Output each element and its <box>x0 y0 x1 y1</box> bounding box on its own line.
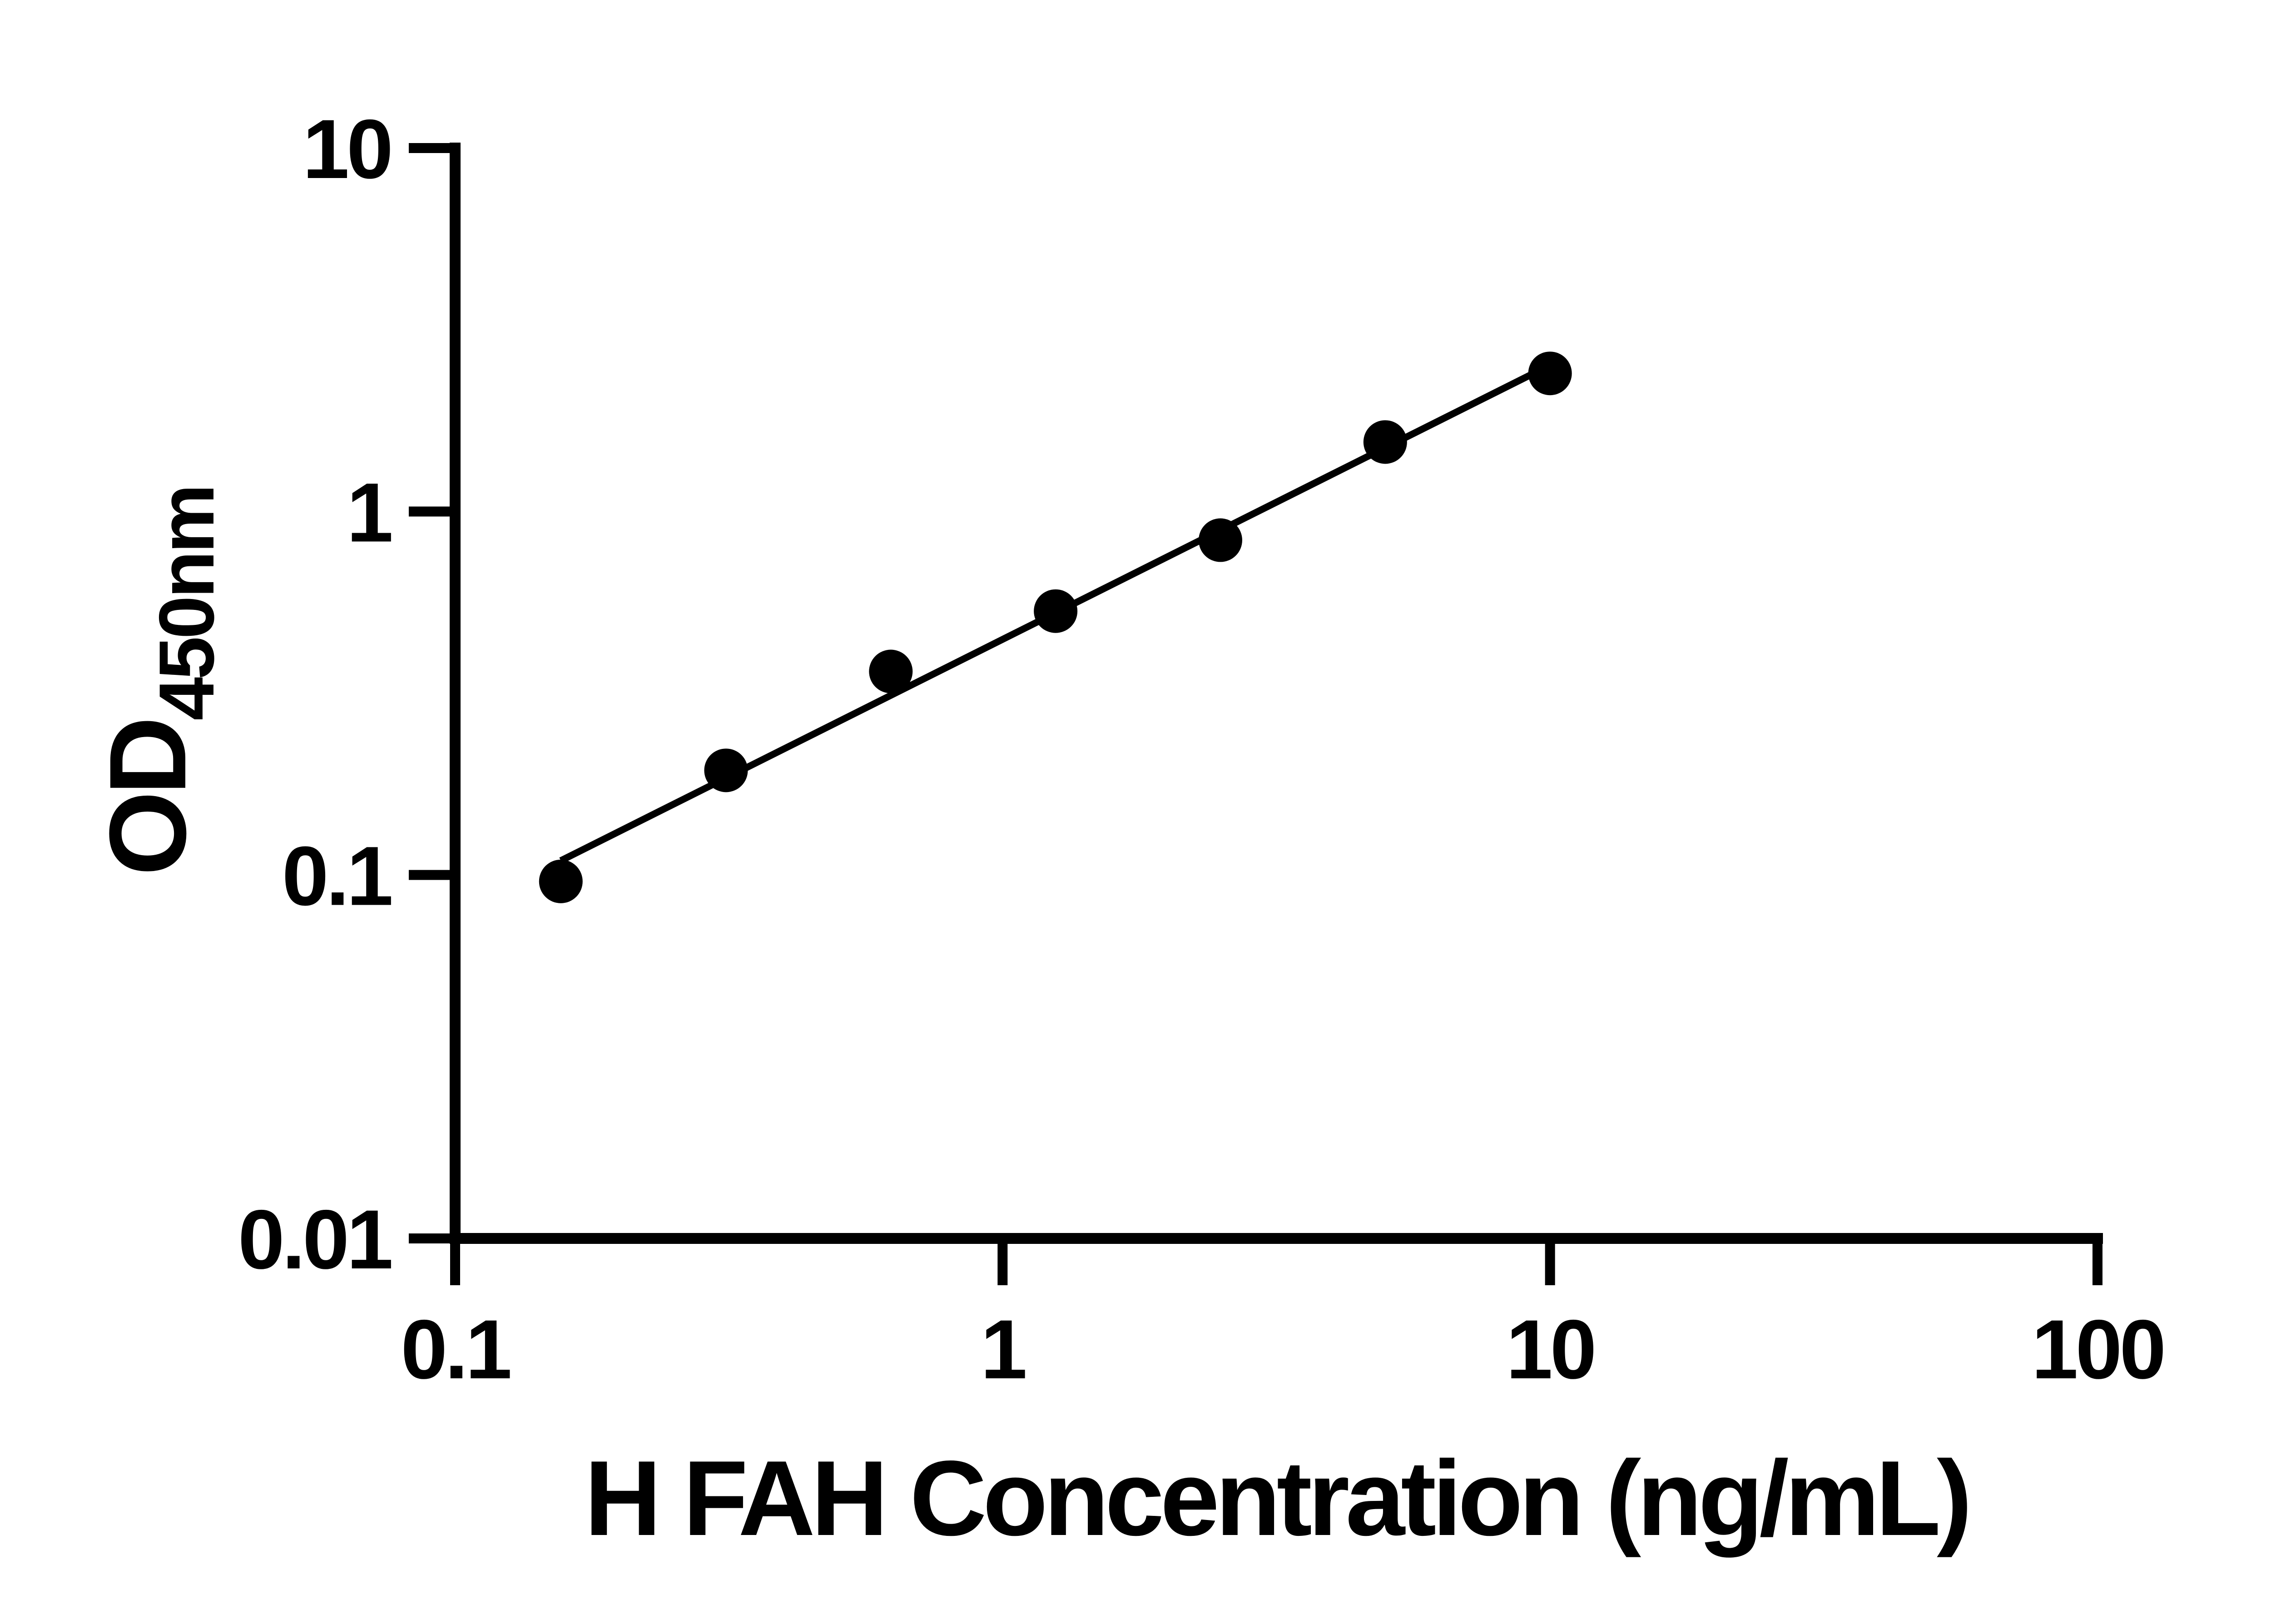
data-point <box>869 649 913 693</box>
data-point <box>704 748 748 792</box>
data-point <box>1034 589 1078 633</box>
y-tick-label: 1 <box>347 466 391 559</box>
x-tick-label: 0.1 <box>401 1303 510 1396</box>
x-tick-label: 100 <box>2032 1303 2164 1396</box>
y-axis-title-main: OD <box>87 720 208 876</box>
y-axis-title: OD450nm <box>87 487 230 876</box>
data-point <box>539 859 583 903</box>
y-tick-label: 0.01 <box>238 1193 391 1287</box>
y-tick-label: 0.1 <box>282 830 391 923</box>
data-point <box>1363 420 1407 464</box>
x-tick-labels-group: 0.1 1 10 100 <box>401 1303 2166 1396</box>
data-points-group <box>539 352 1572 903</box>
data-point <box>1528 352 1572 396</box>
y-tick-labels-group: 0.01 0.1 1 10 <box>238 103 394 1287</box>
x-axis-title: H FAH Concentration (ng/mL) <box>585 1438 1969 1558</box>
data-point <box>1198 518 1242 562</box>
x-tick-label: 10 <box>1506 1303 1594 1396</box>
x-tick-label: 1 <box>981 1303 1025 1396</box>
axes-group <box>409 143 2103 1285</box>
y-axis-title-subscript: 450nm <box>143 487 230 721</box>
y-tick-label: 10 <box>302 103 391 196</box>
